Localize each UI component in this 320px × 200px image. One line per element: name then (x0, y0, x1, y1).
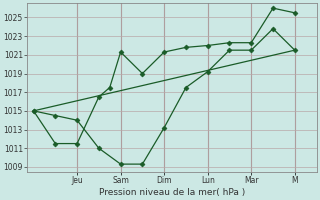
X-axis label: Pression niveau de la mer( hPa ): Pression niveau de la mer( hPa ) (99, 188, 245, 197)
